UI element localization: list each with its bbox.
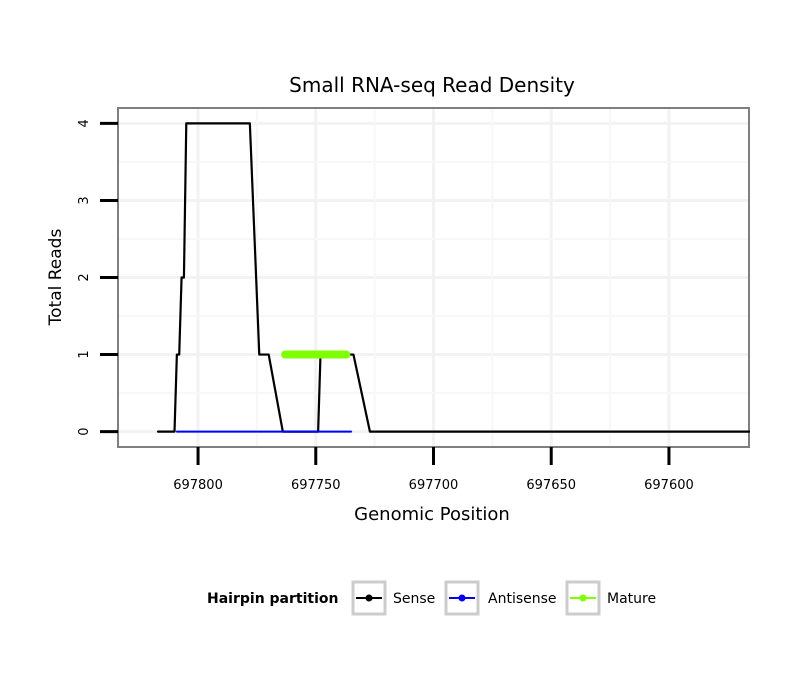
series-layer xyxy=(156,122,751,433)
y-tick-label-1: 1 xyxy=(77,350,92,358)
y-axis: 0 1 2 3 4 xyxy=(77,119,118,436)
x-tick-label-0: 697800 xyxy=(173,478,223,493)
x-tick-label-1: 697750 xyxy=(291,478,341,493)
y-tick-label-2: 2 xyxy=(77,273,92,281)
legend-label-sense: Sense xyxy=(393,591,435,607)
x-tick-label-4: 697600 xyxy=(644,478,694,493)
x-tick-label-3: 697650 xyxy=(526,478,576,493)
y-axis-label: Total Reads xyxy=(46,229,66,327)
chart-title: Small RNA-seq Read Density xyxy=(289,73,575,97)
legend-key-point-antisense xyxy=(458,594,466,602)
legend: Hairpin partition Sense Antisense Mature xyxy=(207,580,656,616)
legend-label-antisense: Antisense xyxy=(488,591,557,607)
legend-label-mature: Mature xyxy=(607,591,656,607)
legend-key-point-mature xyxy=(579,594,587,602)
y-tick-label-0: 0 xyxy=(77,427,92,435)
x-axis: 697800 697750 697700 697650 697600 xyxy=(173,447,694,493)
legend-key-point-sense xyxy=(365,594,373,602)
grid-major-lines xyxy=(118,108,749,447)
x-tick-label-2: 697700 xyxy=(409,478,459,493)
legend-title: Hairpin partition xyxy=(207,591,338,607)
y-tick-label-4: 4 xyxy=(77,119,92,127)
grid-minor-lines xyxy=(118,108,749,447)
x-axis-label: Genomic Position xyxy=(354,504,510,525)
grid xyxy=(118,108,749,447)
legend-items: Sense Antisense Mature xyxy=(351,580,656,616)
y-tick-label-3: 3 xyxy=(77,196,92,204)
